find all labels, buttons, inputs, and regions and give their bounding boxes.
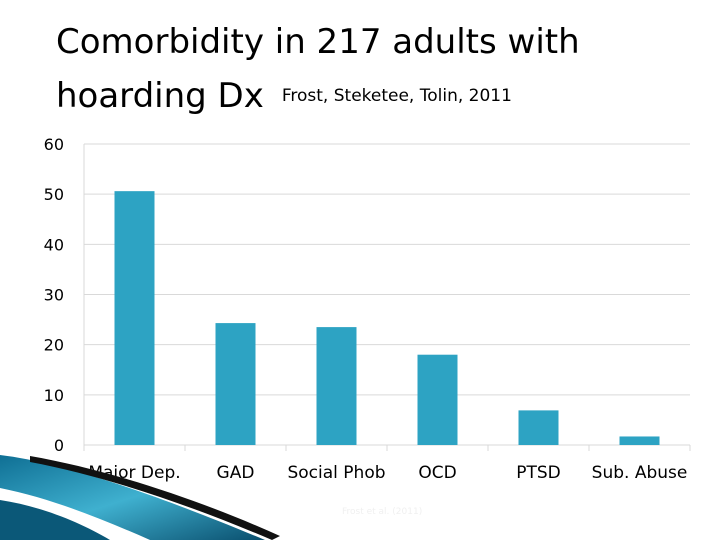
x-axis-ticks: Major Dep. GAD Social Phob OCD PTSD Sub. Abus… bbox=[88, 463, 687, 483]
citation-subtitle: Frost, Steketee, Tolin, 2011 bbox=[281, 86, 512, 106]
source-footnote: Frost et al. (2011) bbox=[342, 507, 423, 517]
x-tick-label: Social Phob bbox=[287, 463, 385, 483]
chart-bars bbox=[114, 191, 660, 445]
y-tick-label: 20 bbox=[44, 336, 64, 355]
bar-major-dep bbox=[114, 191, 155, 445]
chart-gridlines bbox=[83, 143, 691, 451]
slide-title: Comorbidity in 217 adults with bbox=[56, 22, 580, 62]
y-tick-label: 50 bbox=[44, 185, 64, 204]
bar-sub-abuse bbox=[619, 436, 660, 445]
x-tick-label: Sub. Abuse bbox=[592, 463, 688, 483]
y-tick-label: 0 bbox=[54, 436, 64, 455]
title-line-2: hoarding Dx bbox=[56, 76, 264, 116]
y-tick-label: 30 bbox=[44, 286, 64, 305]
bar-ocd bbox=[417, 354, 458, 445]
x-tick-label: PTSD bbox=[516, 463, 561, 483]
bar-gad bbox=[215, 323, 256, 445]
y-tick-label: 10 bbox=[44, 386, 64, 405]
y-tick-label: 40 bbox=[44, 235, 64, 254]
y-tick-label: 60 bbox=[44, 135, 64, 154]
bar-social-phob bbox=[316, 327, 357, 445]
title-line-1: Comorbidity in 217 adults with bbox=[56, 22, 580, 62]
slide-title-line-2: hoarding Dx Frost, Steketee, Tolin, 2011 bbox=[56, 76, 512, 116]
y-axis-ticks: 0 10 20 30 40 50 60 bbox=[44, 135, 64, 455]
decorative-swoosh bbox=[0, 455, 280, 540]
bar-ptsd bbox=[518, 410, 559, 445]
x-tick-label: GAD bbox=[217, 463, 255, 483]
x-tick-label: OCD bbox=[418, 463, 456, 483]
